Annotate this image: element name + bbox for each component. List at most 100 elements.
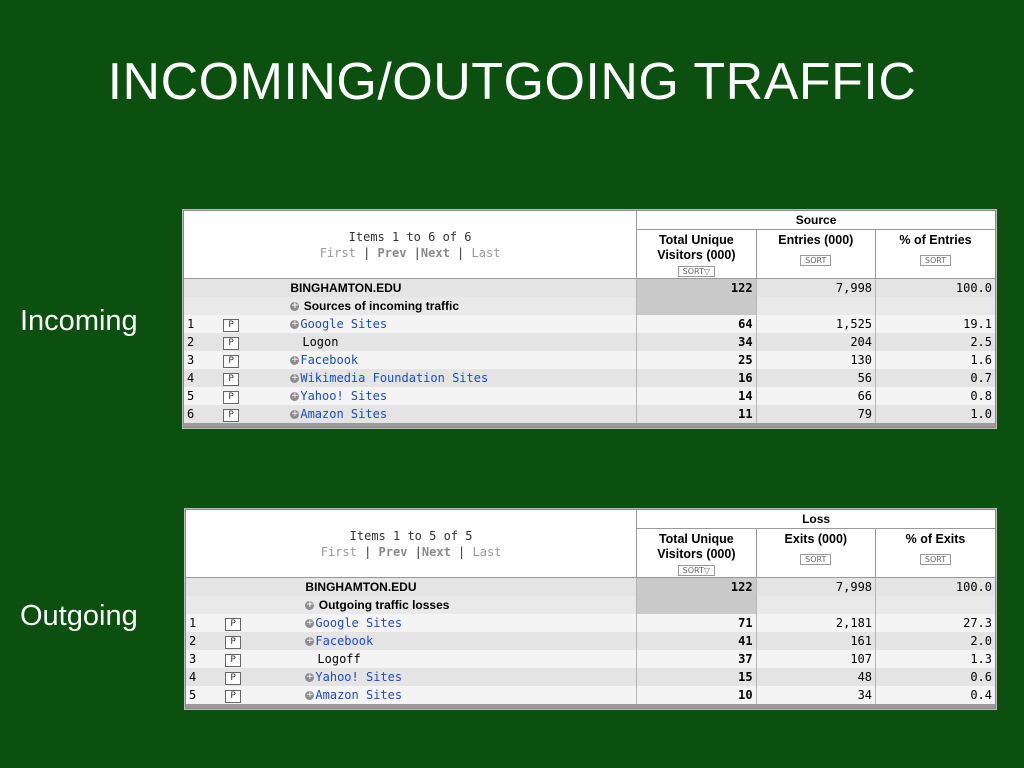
pct-value: 1.3 bbox=[875, 650, 995, 668]
count-value: 48 bbox=[755, 668, 876, 686]
rank: 4 bbox=[184, 369, 218, 387]
site-link[interactable]: Yahoo! Sites bbox=[300, 389, 388, 403]
site-link[interactable]: Yahoo! Sites bbox=[315, 670, 403, 684]
sort-button[interactable]: SORT bbox=[800, 255, 832, 266]
profile-button[interactable]: P bbox=[223, 373, 240, 386]
profile-button[interactable]: P bbox=[225, 672, 242, 685]
total-pct: 100.0 bbox=[875, 577, 995, 596]
site-link[interactable]: Google Sites bbox=[315, 616, 403, 630]
profile-button[interactable]: P bbox=[223, 355, 240, 368]
rank: 1 bbox=[186, 614, 220, 632]
sort-button[interactable]: SORT▽ bbox=[677, 565, 716, 576]
count-value: 1,525 bbox=[755, 315, 876, 333]
next-link[interactable]: Next bbox=[421, 544, 451, 559]
col-label: Total Unique bbox=[658, 233, 734, 247]
expand-icon[interactable]: + bbox=[290, 355, 300, 365]
prev-link[interactable]: Prev bbox=[377, 245, 407, 260]
pct-value: 1.6 bbox=[875, 351, 995, 369]
col-label: Visitors (000) bbox=[657, 248, 736, 262]
site-link[interactable]: Facebook bbox=[300, 353, 359, 367]
sort-button[interactable]: SORT bbox=[800, 554, 832, 565]
col-header-pct-entries: % of Entries SORT bbox=[875, 229, 995, 279]
profile-button[interactable]: P bbox=[223, 319, 240, 332]
expand-icon[interactable]: + bbox=[305, 618, 315, 628]
items-count: Items 1 to 5 of 5 bbox=[349, 528, 473, 543]
table-row: 2 P + Facebook 41 161 2.0 bbox=[186, 632, 995, 650]
expand-icon[interactable]: + bbox=[305, 672, 315, 682]
first-link[interactable]: First bbox=[319, 245, 356, 260]
prev-link[interactable]: Prev bbox=[378, 544, 408, 559]
group-header: Loss bbox=[636, 510, 995, 529]
count-value: 79 bbox=[755, 405, 876, 423]
section-label: Sources of incoming traffic bbox=[303, 299, 460, 313]
visitors-value: 34 bbox=[636, 333, 757, 351]
site-link[interactable]: Facebook bbox=[315, 634, 374, 648]
incoming-table: Items 1 to 6 of 6 First | Prev |Next | L… bbox=[184, 211, 995, 423]
rank: 2 bbox=[186, 632, 220, 650]
rank: 5 bbox=[184, 387, 218, 405]
count-value: 66 bbox=[755, 387, 876, 405]
outgoing-rows: 1 P + Google Sites 71 2,181 27.3 2 P + Facebook 41 1… bbox=[186, 614, 995, 704]
total-row: BINGHAMTON.EDU 122 7,998 100.0 bbox=[184, 278, 995, 297]
expand-icon[interactable]: + bbox=[290, 319, 300, 329]
expand-icon[interactable]: + bbox=[305, 690, 315, 700]
profile-button[interactable]: P bbox=[223, 391, 240, 404]
rank: 3 bbox=[186, 650, 220, 668]
count-value: 161 bbox=[755, 632, 876, 650]
site-total-name: BINGHAMTON.EDU bbox=[302, 577, 637, 596]
outgoing-traffic-table: Items 1 to 5 of 5 First | Prev |Next | L… bbox=[185, 509, 996, 709]
rank: 5 bbox=[186, 686, 220, 704]
expand-icon[interactable]: + bbox=[290, 373, 300, 383]
rank: 3 bbox=[184, 351, 218, 369]
pagination-links: First | Prev |Next | Last bbox=[319, 245, 501, 260]
table-row: 4 P + Wikimedia Foundation Sites 16 56 0.7 bbox=[184, 369, 995, 387]
visitors-value: 71 bbox=[636, 614, 757, 632]
col-label: Total Unique bbox=[658, 532, 734, 546]
site-link[interactable]: Amazon Sites bbox=[300, 407, 388, 421]
sort-button[interactable]: SORT bbox=[919, 554, 952, 565]
total-pct: 100.0 bbox=[875, 278, 995, 297]
site-link[interactable]: Amazon Sites bbox=[315, 688, 403, 702]
count-value: 130 bbox=[755, 351, 876, 369]
expand-icon[interactable]: + bbox=[305, 636, 315, 646]
last-link[interactable]: Last bbox=[471, 245, 501, 260]
outgoing-table: Items 1 to 5 of 5 First | Prev |Next | L… bbox=[186, 510, 995, 704]
last-link[interactable]: Last bbox=[472, 544, 502, 559]
section-row: + Sources of incoming traffic bbox=[184, 297, 995, 315]
sort-button[interactable]: SORT▽ bbox=[677, 266, 716, 277]
profile-button[interactable]: P bbox=[225, 618, 242, 631]
profile-button[interactable]: P bbox=[223, 409, 240, 422]
expand-icon[interactable]: + bbox=[290, 301, 300, 312]
site-link[interactable]: Wikimedia Foundation Sites bbox=[300, 371, 489, 385]
col-header-visitors: Total Unique Visitors (000) SORT▽ bbox=[636, 229, 757, 279]
visitors-value: 25 bbox=[636, 351, 757, 369]
col-header-pct-exits: % of Exits SORT bbox=[875, 528, 995, 578]
count-value: 56 bbox=[755, 369, 876, 387]
visitors-value: 14 bbox=[636, 387, 757, 405]
section-row: + Outgoing traffic losses bbox=[186, 596, 995, 614]
expand-icon[interactable]: + bbox=[290, 409, 300, 419]
next-link[interactable]: Next bbox=[420, 245, 450, 260]
total-row: BINGHAMTON.EDU 122 7,998 100.0 bbox=[186, 577, 995, 596]
section-label: Outgoing traffic losses bbox=[318, 598, 450, 612]
pct-value: 19.1 bbox=[875, 315, 995, 333]
profile-button[interactable]: P bbox=[225, 690, 242, 703]
profile-button[interactable]: P bbox=[225, 654, 242, 667]
pct-value: 1.0 bbox=[875, 405, 995, 423]
table-row: 3 P Logoff 37 107 1.3 bbox=[186, 650, 995, 668]
sort-button[interactable]: SORT bbox=[919, 255, 952, 266]
table-row: 5 P + Amazon Sites 10 34 0.4 bbox=[186, 686, 995, 704]
rank: 2 bbox=[184, 333, 218, 351]
expand-icon[interactable]: + bbox=[290, 391, 300, 401]
col-header-visitors: Total Unique Visitors (000) SORT▽ bbox=[636, 528, 757, 578]
site-link[interactable]: Google Sites bbox=[300, 317, 388, 331]
first-link[interactable]: First bbox=[320, 544, 357, 559]
pct-value: 27.3 bbox=[875, 614, 995, 632]
col-header-exits: Exits (000) SORT bbox=[755, 528, 876, 578]
expand-icon[interactable]: + bbox=[305, 600, 315, 611]
profile-button[interactable]: P bbox=[223, 337, 240, 350]
profile-button[interactable]: P bbox=[225, 636, 242, 649]
pagination-header: Items 1 to 5 of 5 First | Prev |Next | L… bbox=[186, 510, 638, 578]
total-visitors: 122 bbox=[636, 278, 757, 297]
col-header-entries: Entries (000) SORT bbox=[755, 229, 876, 279]
